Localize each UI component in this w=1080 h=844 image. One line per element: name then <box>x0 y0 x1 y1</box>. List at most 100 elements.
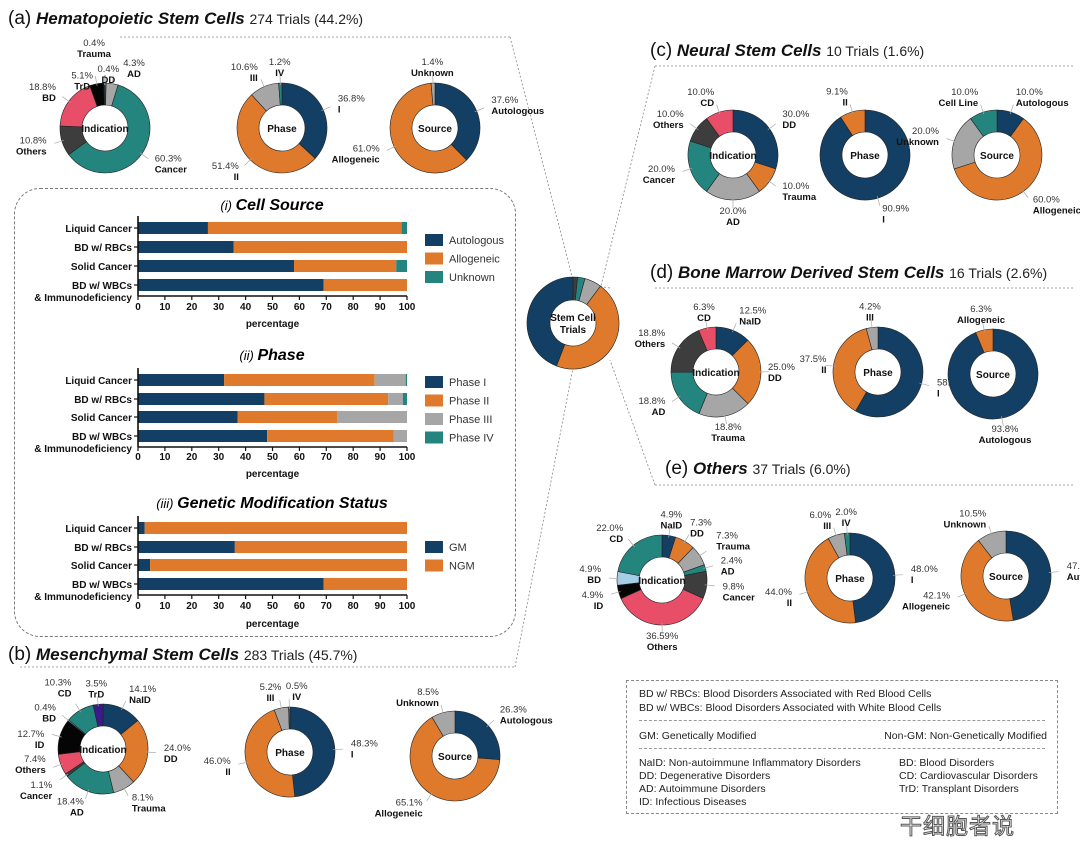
slice-label: 0.5%IV <box>286 681 308 703</box>
bar-segment-gm <box>138 541 235 553</box>
bar-segment-phase-ii <box>264 393 389 405</box>
leader-line <box>121 700 127 711</box>
slice-percent-label: 3.5% <box>85 678 107 689</box>
x-tick-label: 60 <box>294 452 306 463</box>
slice-name-label: BD <box>42 93 56 104</box>
leader-line <box>1048 571 1059 573</box>
slice-label: 7.3%DD <box>690 518 712 540</box>
bar-segment-autologous <box>138 222 208 234</box>
bar-segment-phase-iv <box>405 374 407 386</box>
slice-label: 36.8%I <box>338 93 365 115</box>
legend-swatch <box>425 541 443 553</box>
x-axis-label: percentage <box>246 319 300 330</box>
slice-name-label: IV <box>275 68 285 79</box>
leader-line <box>671 342 681 349</box>
slice-name-label: TrD <box>74 82 90 93</box>
leader-line <box>682 167 693 172</box>
leader-line <box>54 140 64 144</box>
donut-center-label: Source <box>980 151 1014 162</box>
bar-segment-phase-iv <box>402 393 407 405</box>
category-label: & Immunodeficiency <box>34 592 132 603</box>
slice-label: 46.0%II <box>204 756 231 778</box>
bar-segment-allogeneic <box>207 222 402 234</box>
slice-label: 6.0%III <box>809 510 831 532</box>
slice-name-label: DD <box>782 120 796 131</box>
connector-line <box>599 65 656 291</box>
slice-percent-label: 1.2% <box>269 57 291 68</box>
slice-name-label: III <box>250 73 258 84</box>
slice-percent-label: 0.4% <box>83 38 105 49</box>
category-label: BD w/ RBCs <box>74 395 132 406</box>
leader-line <box>610 591 621 595</box>
slice-label: 6.3%Allogeneic <box>957 304 1005 326</box>
slice-percent-label: 10.0% <box>657 109 684 120</box>
bar-segment-phase-iii <box>337 411 407 423</box>
slice-name-label: Cancer <box>723 592 756 603</box>
legend-id: ID: Infectious Diseases <box>639 796 747 808</box>
leader-line <box>53 763 63 768</box>
legend-swatch <box>425 413 443 425</box>
slice-name-label: ID <box>35 740 45 751</box>
slice-label: 61.0%Allogeneic <box>332 144 381 166</box>
bar-segment-ngm <box>150 559 408 571</box>
bar-segment-phase-i <box>138 393 265 405</box>
category-label: & Immunodeficiency <box>34 444 132 455</box>
slice-label: 4.9%NaID <box>661 510 683 532</box>
leader-line <box>704 584 715 587</box>
bar-segment-unknown <box>396 260 407 272</box>
x-tick-label: 100 <box>399 302 416 313</box>
slice-name-label: I <box>882 215 885 226</box>
slice-percent-label: 48.3% <box>351 739 378 750</box>
slice-percent-label: 37.6% <box>491 95 518 106</box>
bar-segment-ngm <box>234 541 407 553</box>
bar-segment-phase-ii <box>224 374 375 386</box>
leader-line <box>870 319 873 330</box>
slice-name-label: Unknown <box>943 519 986 530</box>
leader-line <box>1009 104 1014 115</box>
slice-label: 7.3%Trauma <box>716 530 751 552</box>
slice-percent-label: 25.0% <box>768 362 795 373</box>
x-tick-label: 100 <box>399 452 416 463</box>
slice-percent-label: 10.3% <box>45 678 72 689</box>
leader-line <box>703 565 714 569</box>
slice-percent-label: 46.0% <box>204 756 231 767</box>
donut-a-phase-slice <box>278 82 283 106</box>
bar-segment-gm <box>138 559 151 571</box>
slice-name-label: Trauma <box>782 192 817 203</box>
bar-segment-phase-i <box>138 411 238 423</box>
category-label: Liquid Cancer <box>65 224 132 235</box>
slice-label: 30.0%DD <box>782 109 809 131</box>
leader-line <box>440 704 444 715</box>
watermark-logo: 干细胞者说 <box>899 814 1016 840</box>
slice-percent-label: 0.4% <box>98 64 120 75</box>
slice-label: 18.8%Trauma <box>711 422 746 444</box>
bar-chart-numeral: (iii) <box>156 496 177 511</box>
leader-line <box>51 734 62 738</box>
slice-percent-label: 4.9% <box>582 590 604 601</box>
slice-name-label: Unknown <box>411 68 454 79</box>
slice-percent-label: 10.0% <box>782 181 809 192</box>
slice-label: 37.6%Autologous <box>491 95 544 117</box>
leader-line <box>111 75 114 86</box>
slice-label: 14.1%NaID <box>129 684 156 706</box>
donut-d-phase-slice <box>865 326 879 351</box>
slice-label: 10.0%Trauma <box>782 181 817 203</box>
connector-line <box>514 367 574 668</box>
donut-b-source-slice <box>431 710 456 737</box>
leader-line <box>957 592 967 598</box>
slice-percent-label: 10.5% <box>959 508 986 519</box>
legend-ngm: Non-GM: Non-Genetically Modified <box>884 730 1047 742</box>
donut-e-source-slice <box>977 530 1007 559</box>
donut-e-phase-slice <box>849 532 896 623</box>
slice-name-label: BD <box>587 575 601 586</box>
x-tick-label: 0 <box>135 302 141 313</box>
slice-percent-label: 61.0% <box>353 144 380 155</box>
slice-label: 22.0%CD <box>596 523 623 545</box>
x-tick-label: 10 <box>159 452 171 463</box>
slice-label: 2.4%AD <box>721 555 743 577</box>
leader-line <box>697 550 707 557</box>
panel-c-title: (c) Neural Stem Cells 10 Trials (1.6%) <box>650 40 925 61</box>
slice-percent-label: 5.1% <box>71 71 93 82</box>
x-axis-label: percentage <box>246 619 300 630</box>
slice-percent-label: 65.1% <box>396 798 423 809</box>
